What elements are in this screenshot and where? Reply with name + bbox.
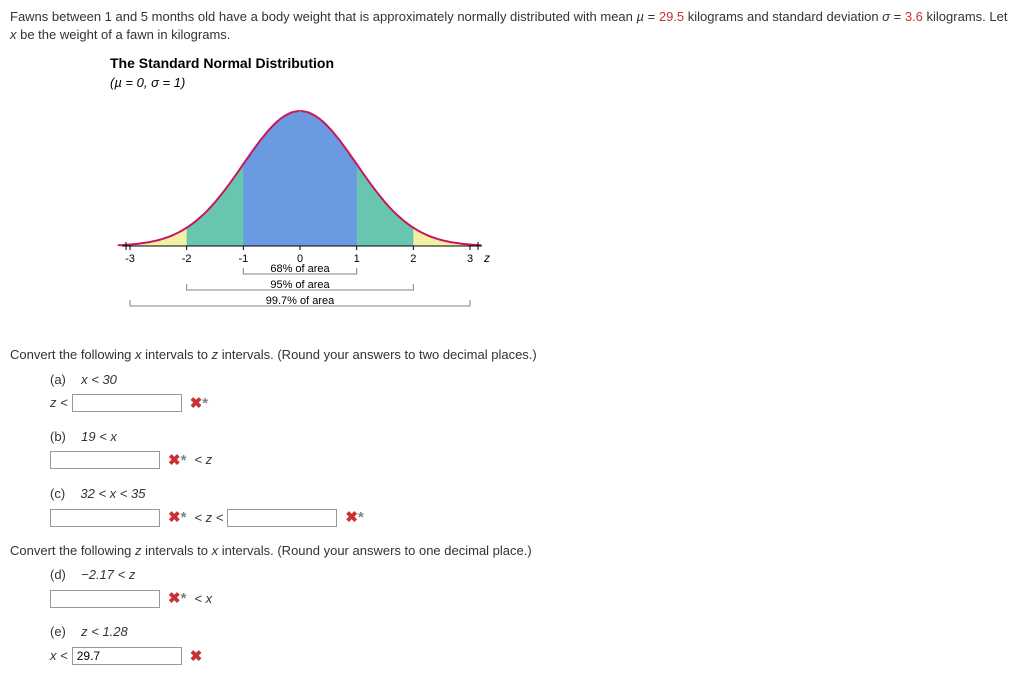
svg-text:z: z bbox=[483, 251, 490, 265]
wrong-icon: ✖ bbox=[190, 646, 203, 667]
label-a: (a) bbox=[50, 371, 66, 389]
text: = bbox=[644, 9, 659, 24]
answer-input-d[interactable] bbox=[50, 590, 160, 608]
wrong-icon: ✖* bbox=[168, 450, 186, 471]
wrong-icon: ✖* bbox=[168, 588, 186, 609]
wrong-icon: ✖* bbox=[168, 507, 186, 528]
answer-input-b[interactable] bbox=[50, 451, 160, 469]
normal-distribution-chart: The Standard Normal Distribution (µ = 0,… bbox=[110, 54, 1014, 336]
inequality-c: 32 < x < 35 bbox=[80, 485, 145, 503]
z-suffix: < z bbox=[194, 451, 212, 469]
svg-text:-3: -3 bbox=[125, 253, 135, 265]
svg-text:-2: -2 bbox=[182, 253, 192, 265]
mu-symbol: µ bbox=[637, 9, 645, 24]
text: Fawns between 1 and 5 months old have a … bbox=[10, 9, 637, 24]
text: be the weight of a fawn in kilograms. bbox=[17, 27, 231, 42]
answer-input-c2[interactable] bbox=[227, 509, 337, 527]
svg-text:2: 2 bbox=[410, 253, 416, 265]
section2-prompt: Convert the following z intervals to x i… bbox=[10, 542, 1014, 560]
label-c: (c) bbox=[50, 485, 65, 503]
svg-text:3: 3 bbox=[467, 253, 473, 265]
label-b: (b) bbox=[50, 428, 66, 446]
inequality-b: 19 < x bbox=[81, 428, 117, 446]
chart-svg: -3-2-10123z68% of area95% of area99.7% o… bbox=[110, 96, 510, 331]
svg-text:-1: -1 bbox=[238, 253, 248, 265]
text: = bbox=[890, 9, 905, 24]
sigma-value: 3.6 bbox=[905, 9, 923, 24]
svg-text:95% of area: 95% of area bbox=[270, 279, 330, 291]
text: kilograms and standard deviation bbox=[684, 9, 882, 24]
chart-title: The Standard Normal Distribution bbox=[110, 54, 1014, 74]
question-b: (b) 19 < x ✖* < z bbox=[50, 428, 1014, 471]
question-c: (c) 32 < x < 35 ✖* < z < ✖* bbox=[50, 485, 1014, 528]
inequality-a: x < 30 bbox=[81, 371, 117, 389]
x-prefix: x < bbox=[50, 647, 68, 665]
answer-input-a[interactable] bbox=[72, 394, 182, 412]
label-e: (e) bbox=[50, 623, 66, 641]
inequality-d: −2.17 < z bbox=[81, 566, 135, 584]
question-e: (e) z < 1.28 x < ✖ bbox=[50, 623, 1014, 666]
inequality-e: z < 1.28 bbox=[81, 623, 128, 641]
problem-statement: Fawns between 1 and 5 months old have a … bbox=[10, 8, 1014, 44]
text: kilograms. Let bbox=[923, 9, 1008, 24]
z-prefix: z < bbox=[50, 394, 68, 412]
question-a: (a) x < 30 z < ✖* bbox=[50, 371, 1014, 414]
wrong-icon: ✖* bbox=[190, 393, 208, 414]
answer-input-c1[interactable] bbox=[50, 509, 160, 527]
answer-input-e[interactable] bbox=[72, 647, 182, 665]
svg-text:99.7% of area: 99.7% of area bbox=[266, 295, 335, 307]
section1-prompt: Convert the following x intervals to z i… bbox=[10, 346, 1014, 364]
z-mid: < z < bbox=[194, 509, 223, 527]
mu-value: 29.5 bbox=[659, 9, 684, 24]
wrong-icon: ✖* bbox=[345, 507, 363, 528]
question-d: (d) −2.17 < z ✖* < x bbox=[50, 566, 1014, 609]
sigma-symbol: σ bbox=[882, 9, 890, 24]
chart-subtitle: (µ = 0, σ = 1) bbox=[110, 74, 1014, 92]
label-d: (d) bbox=[50, 566, 66, 584]
svg-text:68% of area: 68% of area bbox=[270, 263, 330, 275]
x-suffix: < x bbox=[194, 590, 212, 608]
svg-text:1: 1 bbox=[354, 253, 360, 265]
